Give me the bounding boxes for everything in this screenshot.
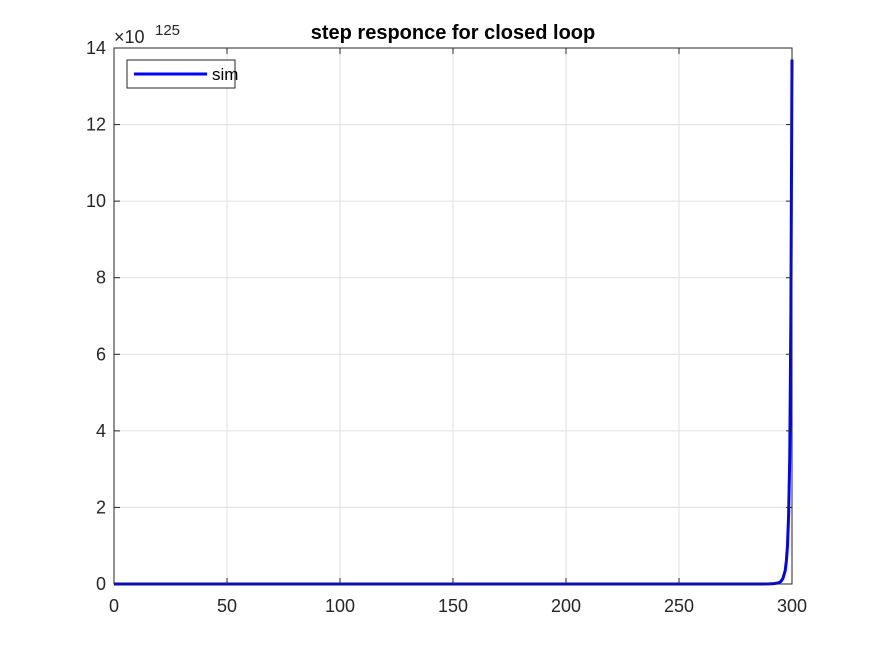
y-tick-label: 10: [86, 191, 106, 211]
y-exponent-prefix: ×10: [114, 27, 145, 47]
x-tick-label: 50: [217, 596, 237, 616]
y-tick-label: 2: [96, 497, 106, 517]
y-tick-label: 0: [96, 574, 106, 594]
ticks: 0 50 100 150 200 250 300 0 2 4 6 8 10 12 14: [86, 38, 807, 616]
y-tick-label: 6: [96, 344, 106, 364]
legend[interactable]: sim: [126, 59, 238, 89]
x-tick-label: 0: [109, 596, 119, 616]
y-tick-label: 4: [96, 421, 106, 441]
x-tick-label: 150: [438, 596, 468, 616]
x-tick-label: 100: [325, 596, 355, 616]
x-tick-label: 200: [551, 596, 581, 616]
grid-lines: [114, 48, 792, 584]
y-tick-label: 14: [86, 38, 106, 58]
x-tick-label: 250: [664, 596, 694, 616]
chart-title: step responce for closed loop: [311, 22, 596, 44]
x-tick-label: 300: [777, 596, 807, 616]
y-tick-label: 12: [86, 115, 106, 135]
y-tick-label: 8: [96, 268, 106, 288]
legend-label-sim: sim: [212, 65, 238, 84]
y-exponent-power: 125: [155, 22, 180, 39]
y-exponent-label: ×10 125: [114, 22, 180, 47]
